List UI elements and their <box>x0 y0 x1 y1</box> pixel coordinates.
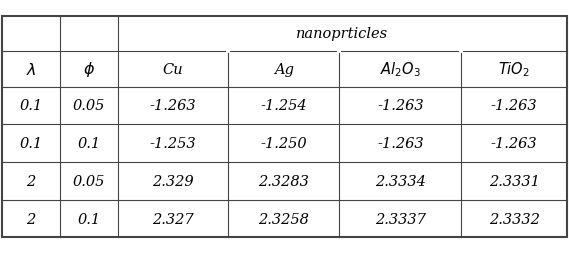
Text: -1.263: -1.263 <box>377 137 424 151</box>
Text: 0.05: 0.05 <box>72 99 105 113</box>
Text: -1.263: -1.263 <box>377 99 424 113</box>
Text: -1.254: -1.254 <box>261 99 307 113</box>
Text: -1.250: -1.250 <box>261 137 307 151</box>
Text: 0.1: 0.1 <box>19 99 43 113</box>
Text: $\mathit{Al_2O_3}$: $\mathit{Al_2O_3}$ <box>380 60 421 79</box>
Text: nanoprticles: nanoprticles <box>296 27 388 41</box>
Text: 2.3337: 2.3337 <box>375 212 426 226</box>
Text: -1.263: -1.263 <box>150 99 196 113</box>
Text: 2: 2 <box>26 212 36 226</box>
Text: 2.327: 2.327 <box>152 212 194 226</box>
Text: -1.263: -1.263 <box>491 99 537 113</box>
Text: 0.05: 0.05 <box>72 174 105 188</box>
Text: 0.1: 0.1 <box>19 137 43 151</box>
Text: $\mathit{TiO_2}$: $\mathit{TiO_2}$ <box>498 60 530 79</box>
Text: -1.263: -1.263 <box>491 137 537 151</box>
Text: 2.329: 2.329 <box>152 174 194 188</box>
Text: 2.3332: 2.3332 <box>489 212 539 226</box>
Text: 2.3334: 2.3334 <box>375 174 426 188</box>
Text: $\lambda$: $\lambda$ <box>26 61 36 77</box>
Text: 0.1: 0.1 <box>77 137 100 151</box>
Text: 2.3283: 2.3283 <box>258 174 310 188</box>
Text: -1.253: -1.253 <box>150 137 196 151</box>
Text: 2: 2 <box>26 174 36 188</box>
Text: $\phi$: $\phi$ <box>83 60 95 79</box>
Text: 2.3331: 2.3331 <box>489 174 539 188</box>
Text: 2.3258: 2.3258 <box>258 212 310 226</box>
Text: Ag: Ag <box>274 62 294 76</box>
Text: 0.1: 0.1 <box>77 212 100 226</box>
Text: Cu: Cu <box>163 62 183 76</box>
